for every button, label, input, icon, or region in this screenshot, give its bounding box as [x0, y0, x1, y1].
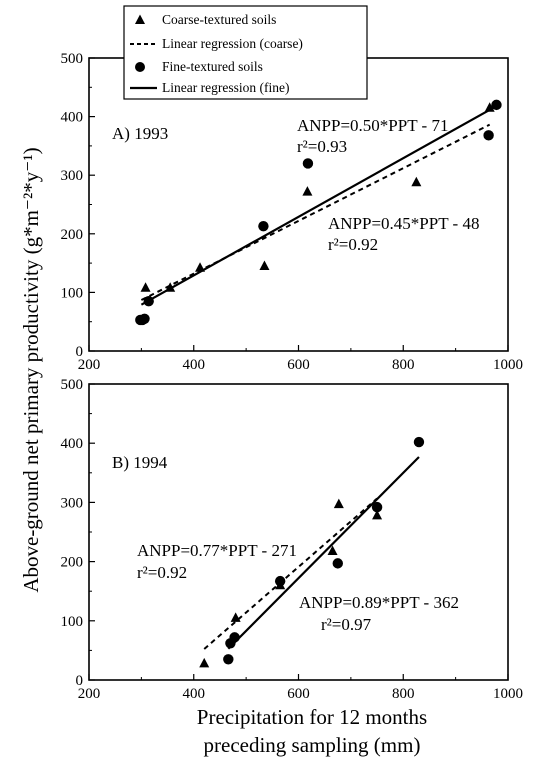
fine-point — [258, 220, 269, 232]
coarse-point — [372, 509, 383, 520]
fine-point — [139, 313, 150, 324]
x-tick-label: 1000 — [493, 357, 523, 373]
x-tick-label: 200 — [78, 357, 101, 373]
y-tick-label: 100 — [61, 285, 84, 301]
x-axis-label-line1: Precipitation for 12 months — [197, 705, 427, 729]
y-tick-label: 200 — [61, 227, 84, 243]
fine-regression-line — [227, 456, 420, 650]
fine-point — [491, 99, 502, 111]
panel-label: B) 1994 — [112, 453, 168, 472]
fine-equation: ANPP=0.89*PPT - 362 — [299, 593, 459, 612]
fine-point — [274, 575, 286, 587]
x-tick-label: 400 — [183, 686, 206, 702]
y-tick-label: 0 — [76, 673, 84, 689]
legend — [123, 5, 368, 100]
coarse-point — [140, 282, 151, 292]
coarse-equation: ANPP=0.77*PPT - 271 — [137, 541, 297, 560]
coarse-r2: r²=0.92 — [328, 235, 378, 254]
fine-point — [143, 295, 154, 307]
y-tick-label: 200 — [61, 555, 84, 571]
coarse-point — [230, 612, 241, 622]
fine-point — [229, 632, 240, 643]
plot-frame — [88, 57, 509, 352]
y-tick-label: 400 — [61, 436, 84, 452]
y-tick-label: 0 — [76, 344, 84, 360]
panel-b — [88, 383, 509, 681]
y-tick-label: 300 — [61, 495, 84, 511]
fine-regression-line — [140, 105, 498, 306]
fine-point — [413, 436, 425, 448]
y-tick-label: 500 — [61, 377, 84, 393]
y-tick-label: 100 — [61, 614, 84, 630]
coarse-point — [411, 176, 422, 187]
y-axis-label: Above-ground net primary productivity (g… — [19, 147, 43, 592]
legend-coarse-label: Coarse-textured soils — [162, 12, 276, 27]
coarse-point — [195, 262, 206, 272]
coarse-equation: ANPP=0.45*PPT - 48 — [328, 214, 479, 233]
x-tick-label: 400 — [183, 357, 206, 373]
legend-fine-label: Fine-textured soils — [162, 59, 263, 74]
fine-point — [483, 130, 494, 141]
y-tick-label: 500 — [61, 51, 84, 67]
x-axis-label-line2: preceding sampling (mm) — [204, 733, 421, 757]
panel-label: A) 1993 — [112, 124, 168, 143]
fine-point — [332, 558, 343, 569]
fine-point — [223, 654, 234, 665]
legend-coarse-reg-label: Linear regression (coarse) — [162, 36, 303, 51]
coarse-point — [199, 657, 210, 668]
coarse-r2: r²=0.92 — [137, 563, 187, 582]
coarse-point — [259, 260, 270, 271]
x-tick-label: 800 — [392, 686, 415, 702]
coarse-point — [484, 102, 495, 112]
plot-frame — [88, 383, 509, 681]
y-tick-label: 400 — [61, 110, 84, 126]
fine-equation: ANPP=0.50*PPT - 71 — [297, 116, 448, 135]
coarse-point — [302, 186, 313, 196]
legend-box — [123, 5, 368, 100]
coarse-point — [333, 498, 344, 509]
x-tick-label: 200 — [78, 686, 101, 702]
coarse-regression-line — [203, 497, 378, 650]
legend-fine-reg-label: Linear regression (fine) — [162, 80, 289, 95]
fine-r2: r²=0.93 — [297, 137, 347, 156]
panel-a — [88, 57, 509, 352]
fine-point — [371, 501, 383, 513]
legend-coarse-marker — [135, 14, 145, 24]
fine-r2: r²=0.97 — [321, 615, 372, 634]
coarse-point — [165, 282, 176, 292]
legend-fine-marker — [135, 62, 145, 72]
x-tick-label: 800 — [392, 357, 415, 373]
fine-point — [302, 158, 314, 169]
x-tick-label: 1000 — [493, 686, 523, 702]
coarse-point — [327, 545, 338, 555]
x-tick-label: 600 — [287, 357, 310, 373]
x-tick-label: 600 — [287, 686, 310, 702]
y-tick-label: 300 — [61, 168, 84, 184]
